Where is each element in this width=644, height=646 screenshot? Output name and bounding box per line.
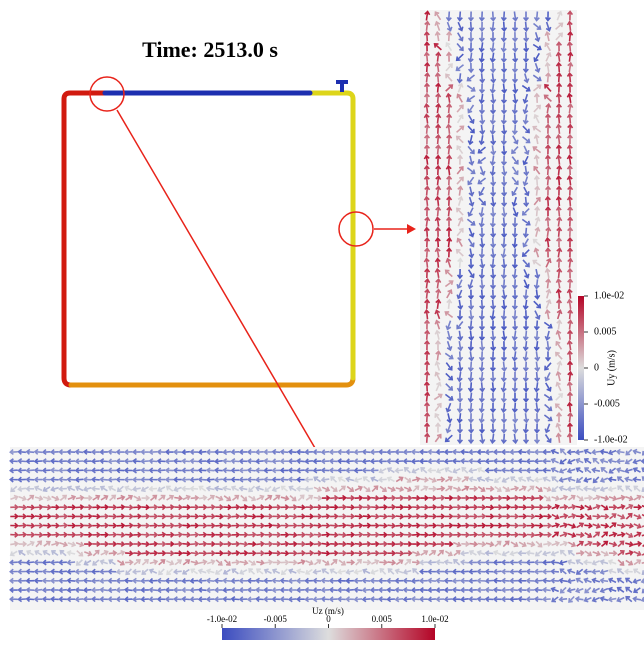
tick-label: -1.0e-02 <box>594 434 628 445</box>
valve-cap <box>336 80 348 84</box>
tick-label: 0.005 <box>372 614 393 624</box>
title: Time: 2513.0 s <box>142 37 278 62</box>
tick-label: -1.0e-02 <box>207 614 237 624</box>
tick-label: 0 <box>594 362 599 373</box>
tick-label: 1.0e-02 <box>421 614 448 624</box>
loop <box>64 93 353 385</box>
colorbar-y-label: Uy (m/s) <box>606 350 617 386</box>
loop-left <box>64 93 105 385</box>
tick-label: 0 <box>326 614 331 624</box>
loop-bottom <box>71 378 353 385</box>
colorbar-z <box>222 628 435 640</box>
tick-label: 0.005 <box>594 326 617 337</box>
pointer-line <box>117 110 322 460</box>
tick-label: 1.0e-02 <box>594 290 624 301</box>
pointer-head <box>407 224 416 234</box>
loop-right <box>310 93 353 378</box>
tick-label: -0.005 <box>594 398 620 409</box>
colorbar-y <box>578 296 584 440</box>
horizontal-panel <box>10 447 644 610</box>
vertical-panel <box>420 10 577 445</box>
tick-label: -0.005 <box>264 614 288 624</box>
figure: Time: 2513.0 s Uy (m/s) Uz (m/s) 1.0e-02… <box>0 0 644 646</box>
zoom-circle <box>339 212 373 246</box>
